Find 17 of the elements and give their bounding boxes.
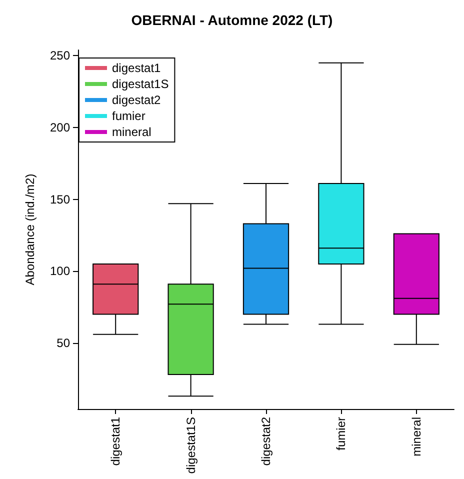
x-tick-label: digestat1 xyxy=(108,416,123,466)
y-tick-label: 150 xyxy=(50,192,70,206)
legend-label: mineral xyxy=(112,125,152,139)
y-tick-label: 100 xyxy=(50,264,70,278)
x-tick-label: digestat1S xyxy=(184,417,198,474)
y-axis-title: Abondance (ind./m2) xyxy=(23,174,37,286)
x-tick-label: fumier xyxy=(334,417,348,450)
x-tick-label: mineral xyxy=(409,417,424,456)
x-tick-label: digestat2 xyxy=(259,416,273,466)
y-tick-label: 250 xyxy=(50,48,70,63)
legend-label: digestat1 xyxy=(112,61,162,75)
y-tick-label: 200 xyxy=(50,120,70,135)
chart-title: OBERNAI - Automne 2022 (LT) xyxy=(131,12,333,28)
legend-label: fumier xyxy=(112,109,146,123)
y-tick-label: 50 xyxy=(56,336,70,350)
legend-label: digestat2 xyxy=(112,93,162,107)
legend-label: digestat1S xyxy=(112,77,169,91)
